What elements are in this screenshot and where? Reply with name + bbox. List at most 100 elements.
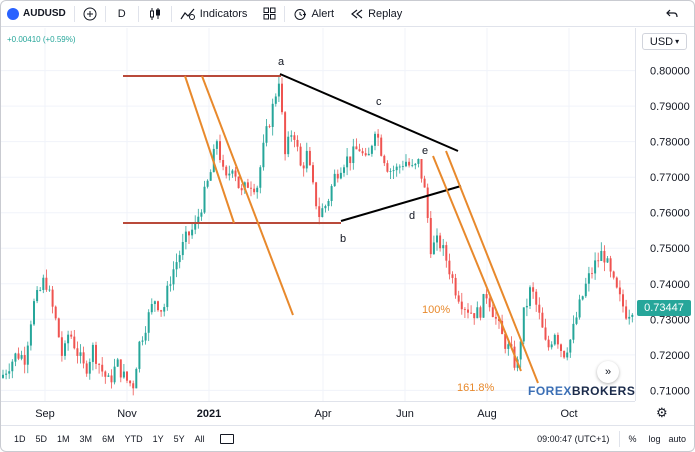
candle (203, 180, 206, 214)
time-axis-labels: Sep Nov 2021 Apr Jun Aug Oct (35, 408, 577, 420)
candle (191, 223, 194, 239)
calendar-range-icon[interactable] (219, 434, 234, 444)
undo-button[interactable] (658, 1, 694, 27)
auto-toggle[interactable]: auto (668, 434, 686, 444)
range-button-6m[interactable]: 6M (102, 434, 115, 444)
percent-toggle[interactable]: % (628, 434, 637, 444)
time-tick-label: Sep (35, 408, 55, 420)
candle (76, 341, 79, 364)
candle (631, 313, 634, 323)
wave-label-d: d (409, 210, 415, 222)
candle (315, 181, 318, 210)
symbol-search-button[interactable]: AUDUSD (1, 1, 74, 27)
range-button-1m[interactable]: 1M (57, 434, 70, 444)
candle (572, 315, 575, 344)
bar-style-button[interactable] (139, 1, 171, 27)
candle (253, 183, 256, 195)
watermark-logo: FOREXBROKERS (528, 384, 635, 398)
candle (587, 266, 590, 292)
candle (240, 184, 243, 196)
candle (215, 139, 218, 155)
channel-line-1[interactable] (184, 75, 235, 224)
wave-label-c: c (376, 96, 382, 108)
candle (563, 350, 566, 359)
candle (535, 289, 538, 312)
candle (184, 225, 187, 250)
time-tick-label: Apr (314, 408, 331, 420)
clock-label[interactable]: 09:00:47 (UTC+1) (537, 434, 610, 444)
currency-selector[interactable]: USD ▾ (642, 33, 687, 50)
alert-button[interactable]: Alert (285, 1, 342, 27)
candle (547, 335, 550, 351)
candle (538, 297, 541, 320)
candle (411, 159, 414, 168)
candle (321, 203, 324, 218)
price-axis[interactable]: 0.80000 0.79000 0.78000 0.77000 0.76000 0.750… (635, 28, 694, 401)
candle (612, 270, 615, 280)
range-button-3m[interactable]: 3M (79, 434, 93, 444)
candle (432, 235, 435, 255)
candle (277, 75, 280, 102)
candle (200, 209, 203, 221)
candle (578, 294, 581, 320)
range-button-1d[interactable]: 1D (14, 434, 26, 444)
chart-settings-button[interactable]: ⚙ (656, 405, 668, 421)
price-tick-label: 0.73000 (650, 314, 690, 326)
triangle-upper-line[interactable] (279, 73, 459, 152)
candle (361, 147, 364, 156)
candle (116, 357, 119, 367)
candle (153, 300, 156, 312)
range-button-5d[interactable]: 5D (35, 434, 48, 444)
interval-label: D (117, 7, 126, 20)
interval-button[interactable]: D (106, 1, 138, 27)
scroll-to-realtime-button[interactable]: » (597, 361, 619, 383)
last-price-tag: 0.73447 (637, 300, 691, 316)
candle (597, 252, 600, 268)
layouts-button[interactable] (255, 1, 284, 27)
time-axis[interactable]: Sep Nov 2021 Apr Jun Aug Oct (1, 401, 635, 423)
candle (336, 169, 339, 183)
price-chart[interactable]: a b c d e 100% 161.8% (1, 28, 635, 401)
candle (293, 131, 296, 148)
candle (129, 380, 132, 387)
candle (628, 309, 631, 325)
candle (532, 282, 535, 299)
candle (615, 276, 618, 289)
candle (609, 255, 612, 278)
channel-line-3[interactable] (432, 155, 522, 372)
watermark-part2: BROKERS (571, 384, 636, 398)
range-button-ytd[interactable]: YTD (124, 434, 143, 444)
range-button-all[interactable]: All (194, 434, 205, 444)
range-button-5y[interactable]: 5Y (173, 434, 185, 444)
log-toggle[interactable]: log (648, 434, 661, 444)
chevron-down-icon: ▾ (675, 37, 680, 46)
candle (33, 298, 35, 326)
replay-button[interactable]: Replay (342, 1, 410, 27)
candle (591, 267, 593, 279)
toolbar-divider (137, 5, 139, 22)
candle (60, 331, 63, 362)
candle (119, 359, 122, 383)
drawing-layer[interactable] (123, 73, 539, 384)
candle (476, 301, 479, 319)
triangle-lower-line[interactable] (340, 185, 462, 222)
candle (324, 204, 327, 213)
channel-line-2[interactable] (201, 75, 294, 316)
time-tick-label: Oct (560, 408, 577, 420)
toolbar-divider (619, 431, 621, 447)
chart-pane[interactable]: a b c d e 100% 161.8% (1, 28, 635, 401)
range-button-1y[interactable]: 1Y (152, 434, 164, 444)
compare-symbol-button[interactable] (75, 1, 105, 27)
candle (439, 232, 442, 252)
channel-line-4[interactable] (445, 150, 539, 384)
candle (64, 340, 66, 360)
candle (141, 336, 144, 346)
candle (259, 165, 262, 194)
candle (256, 185, 259, 199)
candle (197, 208, 200, 229)
double-chevron-right-icon: » (604, 366, 612, 378)
indicators-button[interactable]: Indicators (172, 1, 256, 27)
candle (600, 242, 603, 262)
candle (107, 373, 110, 378)
candle (429, 211, 432, 258)
